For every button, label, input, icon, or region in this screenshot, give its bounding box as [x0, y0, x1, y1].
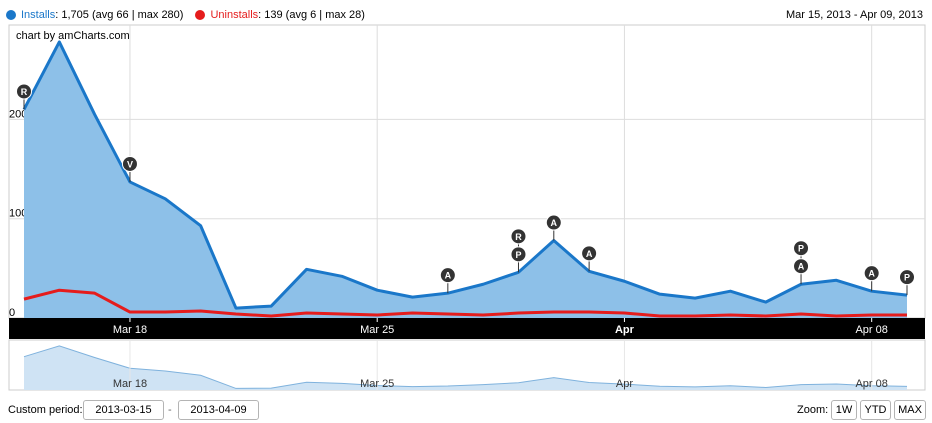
- legend-installs-stats: : 1,705 (avg 66 | max 280): [55, 9, 184, 21]
- event-bullet: [793, 258, 810, 275]
- uninstalls-line: [23, 288, 907, 318]
- event-label: A: [445, 271, 452, 281]
- event-bullet: [439, 267, 456, 284]
- installs-color-dot: [6, 10, 16, 20]
- zoom-1w-button[interactable]: 1W: [831, 400, 857, 420]
- start-date-input[interactable]: 2013-03-15: [83, 400, 164, 420]
- x-tick-label: Apr: [615, 324, 635, 336]
- event-bullet: [863, 265, 880, 282]
- scrollbar-area: [24, 345, 907, 390]
- legend-uninstalls-stats: : 139 (avg 6 | max 28): [258, 9, 365, 21]
- event-label: R: [21, 87, 28, 97]
- event-label: R: [515, 232, 522, 242]
- event-label: P: [798, 244, 804, 254]
- end-date-input[interactable]: 2013-04-09: [178, 400, 259, 420]
- legend-installs-name: Installs: [21, 9, 56, 21]
- custom-period-label: Custom period:: [8, 404, 83, 416]
- event-bullet: [545, 214, 562, 231]
- scrollbar-tick-label: Apr 08: [855, 378, 887, 390]
- date-range-label: Mar 15, 2013 - Apr 09, 2013: [786, 9, 923, 21]
- zoom-max-button[interactable]: MAX: [894, 400, 926, 420]
- event-label: A: [551, 218, 558, 228]
- installs-line: [22, 40, 908, 310]
- legend-uninstalls-name: Uninstalls: [210, 9, 259, 21]
- event-bullet: [16, 83, 32, 100]
- event-label: P: [515, 250, 521, 260]
- y-tick-label: 200: [9, 108, 27, 120]
- date-separator: -: [168, 404, 172, 416]
- uninstalls-color-dot: [195, 10, 206, 20]
- event-label: A: [798, 262, 805, 272]
- event-bullet: [510, 246, 527, 263]
- y-tick-label: 100: [9, 208, 27, 220]
- event-bullet: [121, 155, 138, 172]
- scrollbar-tick-label: Apr: [616, 378, 633, 390]
- event-bullet: [899, 269, 915, 286]
- x-tick-label: Mar 25: [360, 324, 394, 336]
- event-label: A: [586, 249, 593, 259]
- x-tick-label: Mar 18: [113, 324, 147, 336]
- y-tick-label: 0: [9, 307, 15, 319]
- event-bullet: [581, 245, 598, 262]
- category-axis-band: [9, 318, 925, 339]
- event-bullet: [793, 240, 810, 257]
- scrollbar-line: [23, 345, 908, 389]
- chart-legend: Installs : 1,705 (avg 66 | max 280) Unin…: [6, 7, 377, 23]
- bottom-controls: Custom period: 2013-03-15 - 2013-04-09 Z…: [0, 399, 932, 421]
- event-label: V: [127, 159, 133, 169]
- event-bullet: [510, 228, 527, 245]
- installs-area: [24, 41, 907, 319]
- legend-item-installs[interactable]: Installs : 1,705 (avg 66 | max 280): [6, 9, 183, 21]
- zoom-ytd-button[interactable]: YTD: [860, 400, 891, 420]
- legend-item-uninstalls[interactable]: Uninstalls : 139 (avg 6 | max 28): [195, 9, 365, 21]
- zoom-label: Zoom:: [797, 404, 829, 416]
- event-label: P: [904, 273, 910, 283]
- event-label: A: [868, 269, 875, 279]
- scrollbar-tick-label: Mar 18: [113, 378, 147, 390]
- amcharts-credit[interactable]: chart by amCharts.com: [16, 30, 130, 42]
- scrollbar-tick-label: Mar 25: [360, 378, 394, 390]
- x-tick-label: Apr 08: [855, 324, 887, 336]
